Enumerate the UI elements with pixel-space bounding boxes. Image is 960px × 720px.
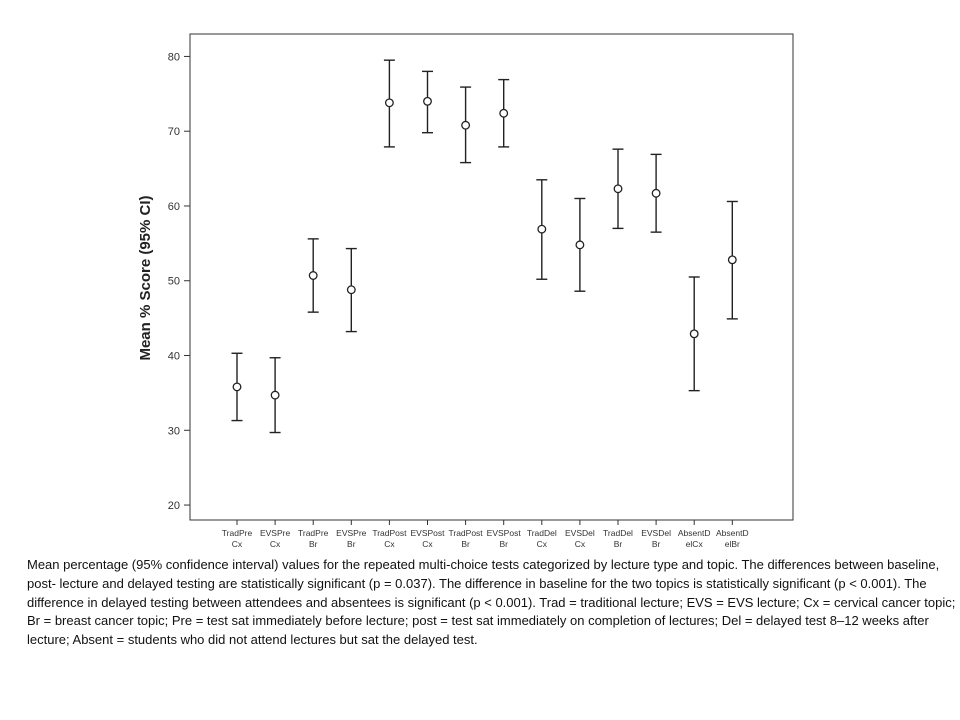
plot-area — [189, 33, 794, 521]
figure-caption: Mean percentage (95% confidence interval… — [27, 557, 956, 648]
mean-marker — [384, 98, 394, 108]
x-tick-label: EVSPost Br — [487, 528, 522, 549]
y-axis-title: Mean % Score (95% CI) — [137, 195, 154, 360]
x-tick-label: TradDel Cx — [527, 528, 557, 549]
mean-marker — [346, 285, 356, 295]
x-tick-label: TradPost Cx — [372, 528, 407, 549]
y-tick-label: 20 — [168, 500, 180, 512]
x-tick-label: TradPre Br — [298, 528, 329, 549]
error-bars — [231, 59, 738, 434]
y-tick-label: 80 — [168, 51, 180, 63]
y-tick-label: 70 — [168, 126, 180, 138]
x-tick-label: TradPre Cx — [222, 528, 253, 549]
y-axis: 20 30 40 50 60 70 80 — [168, 51, 190, 512]
y-tick-label: 60 — [168, 201, 180, 213]
y-tick-label: 50 — [168, 276, 180, 288]
mean-marker — [689, 329, 699, 339]
mean-marker — [613, 184, 623, 194]
x-tick-label: AbsentD elCx — [678, 528, 711, 549]
x-tick-label: EVSPost Cx — [410, 528, 445, 549]
mean-marker — [575, 240, 585, 250]
y-tick-label: 40 — [168, 351, 180, 363]
x-tick-label: EVSDel Cx — [565, 528, 595, 549]
x-tick-label: AbsentD elBr — [716, 528, 749, 549]
x-tick-label: TradPost Br — [449, 528, 484, 549]
mean-marker — [308, 271, 318, 280]
mean-marker — [270, 390, 280, 400]
mean-marker — [232, 382, 242, 392]
x-tick-label: EVSDel Br — [641, 528, 671, 549]
mean-marker — [537, 224, 547, 234]
mean-marker — [461, 120, 471, 130]
x-tick-label: EVSPre Cx — [260, 528, 291, 549]
mean-marker — [727, 255, 737, 265]
mean-marker — [651, 188, 661, 198]
y-tick-label: 30 — [168, 425, 180, 437]
x-tick-label: EVSPre Br — [336, 528, 367, 549]
x-tick-label: TradDel Br — [603, 528, 633, 549]
mean-marker — [423, 96, 432, 106]
chart: 20 30 40 50 60 70 80 TradPre Cx EVSPre Cx TradPre B… — [137, 33, 794, 549]
mean-marker — [499, 108, 509, 118]
